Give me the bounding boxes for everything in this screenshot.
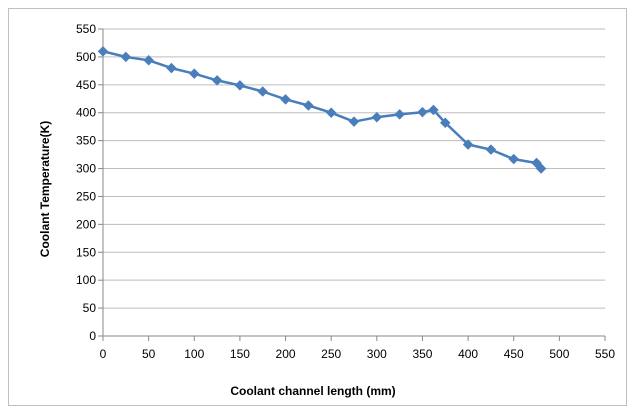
x-tick-label: 550 <box>595 347 615 361</box>
line-chart: 0 50 100 150 200 250 300 350 400 450 500 550 0 50 100 1… <box>38 22 615 398</box>
y-tick-label: 100 <box>76 273 96 287</box>
y-tick-label: 450 <box>76 78 96 92</box>
x-tick-label: 150 <box>230 347 250 361</box>
data-point <box>394 109 405 120</box>
x-tick-label: 450 <box>504 347 524 361</box>
data-point <box>166 62 177 74</box>
x-tick-label: 0 <box>100 347 107 361</box>
y-tick-label: 50 <box>83 301 97 315</box>
data-point <box>535 163 547 174</box>
data-point <box>211 74 223 86</box>
y-tick-label: 550 <box>76 22 96 36</box>
y-axis-title: Coolant Temperature(K) <box>38 121 52 257</box>
x-tick-label: 200 <box>276 347 296 361</box>
data-point <box>428 104 439 116</box>
data-point <box>120 51 132 63</box>
y-tick-label: 300 <box>76 162 96 176</box>
data-point <box>143 54 154 66</box>
data-point <box>508 153 520 165</box>
x-tick-label: 100 <box>184 347 204 361</box>
series-layer <box>97 45 547 174</box>
y-tick-label: 400 <box>76 106 96 120</box>
y-tick-label: 500 <box>76 50 96 64</box>
chart-frame: 0 50 100 150 200 250 300 350 400 450 500 550 0 50 100 1… <box>8 8 627 406</box>
data-point <box>257 86 269 97</box>
data-point <box>303 100 314 111</box>
tick-labels: 0 50 100 150 200 250 300 350 400 450 500 550 0 50 100 1… <box>76 22 615 361</box>
data-point <box>439 117 451 129</box>
x-axis-title: Coolant channel length (mm) <box>230 384 395 398</box>
x-tick-label: 50 <box>142 347 156 361</box>
y-tick-label: 150 <box>76 245 96 259</box>
data-point <box>485 144 497 155</box>
data-point <box>234 80 246 91</box>
data-point <box>348 116 360 128</box>
data-point <box>97 45 109 57</box>
y-tick-label: 0 <box>89 329 96 343</box>
x-tick-label: 500 <box>549 347 569 361</box>
x-tick-label: 400 <box>458 347 478 361</box>
series-line-0 <box>102 50 543 170</box>
y-tick-label: 250 <box>76 189 96 203</box>
data-point <box>462 139 474 150</box>
x-tick-label: 250 <box>321 347 341 361</box>
gridlines <box>103 28 605 337</box>
data-point <box>188 68 200 80</box>
data-point <box>371 111 383 123</box>
y-tick-label: 200 <box>76 217 96 231</box>
x-tick-label: 350 <box>412 347 432 361</box>
y-tick-label: 350 <box>76 134 96 148</box>
data-point <box>325 107 337 119</box>
axes <box>98 28 606 341</box>
data-point <box>280 93 291 105</box>
x-tick-label: 300 <box>367 347 387 361</box>
data-point <box>417 106 428 118</box>
